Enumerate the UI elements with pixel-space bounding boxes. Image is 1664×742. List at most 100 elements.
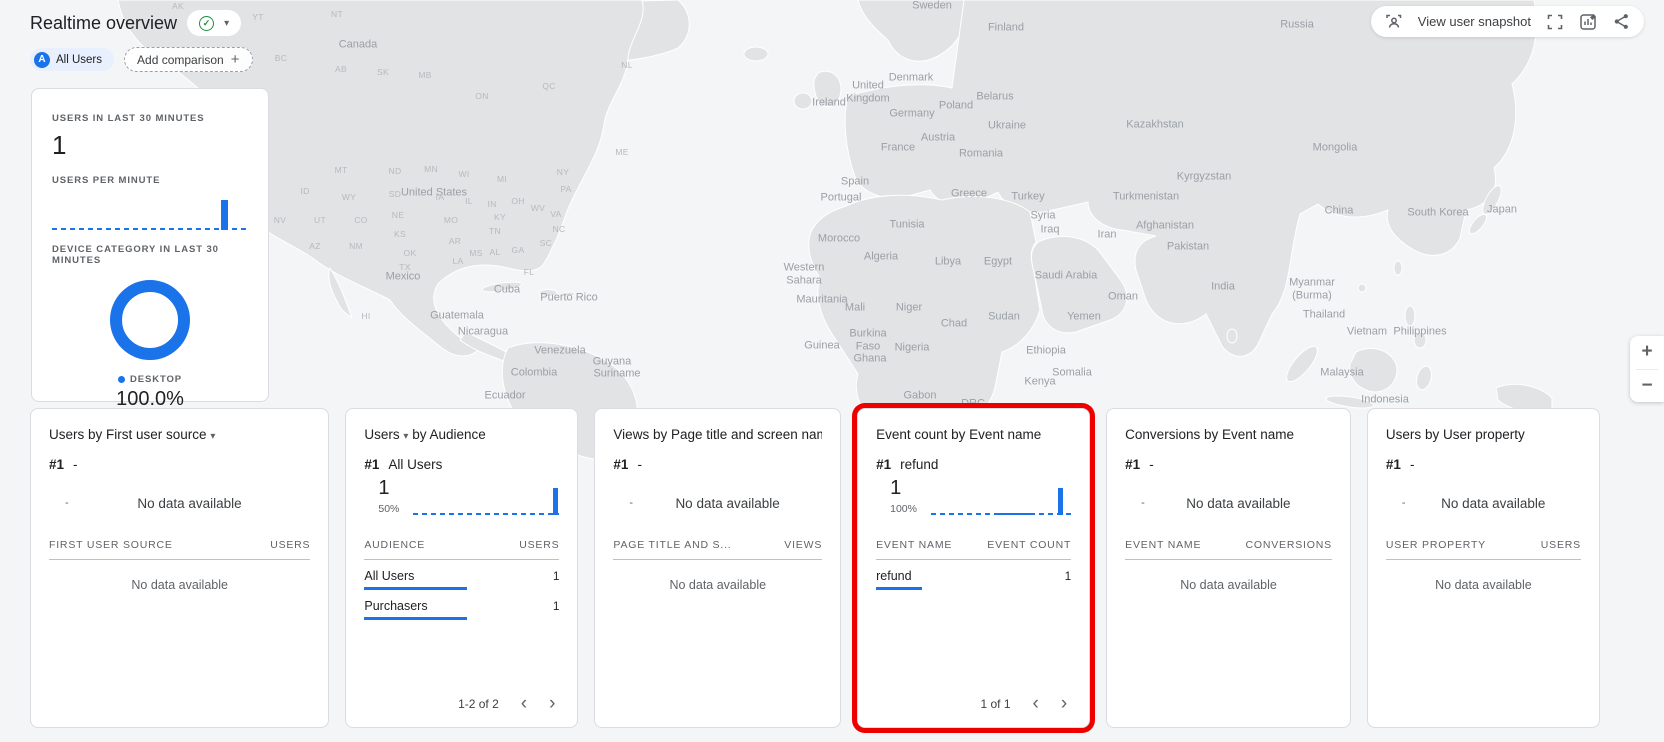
share-icon[interactable] (1612, 13, 1630, 31)
rank-value: - (1409, 457, 1415, 472)
card-users-by-first-user-source: Users by First user source ▾ #1- - No da… (30, 408, 330, 728)
chevron-down-icon: ▾ (224, 17, 230, 29)
table-no-data: No data available (669, 578, 767, 592)
column-header-dimension: AUDIENCE (364, 539, 426, 551)
no-data-message: No data available (1186, 495, 1291, 511)
card-views-by-page-title: Views by Page title and screen name #1- … (594, 408, 842, 728)
empty-value-dash: - (1401, 497, 1406, 509)
card-title[interactable]: Conversions by Event name (1125, 427, 1332, 442)
column-header-metric: CONVERSIONS (1245, 539, 1332, 551)
map-zoom-divider (1636, 368, 1658, 370)
map-zoom-control: + − (1630, 336, 1664, 402)
no-data-message: No data available (675, 495, 780, 511)
row-dimension-value: Purchasers (364, 599, 468, 620)
users-30min-label: USERS IN LAST 30 MINUTES (52, 113, 205, 124)
users-per-minute-label: USERS PER MINUTE (52, 175, 161, 186)
row-bar (364, 617, 468, 620)
pagination-label: 1 of 1 (980, 697, 1011, 711)
row-dimension-value: All Users (364, 569, 468, 590)
map-zoom-out-button[interactable]: − (1641, 374, 1653, 396)
row-metric-value: 1 (553, 601, 560, 613)
column-header-dimension: EVENT NAME (1125, 539, 1202, 551)
card-title[interactable]: Users ▾ by Audience (364, 427, 486, 442)
rank-label: #1 (613, 457, 629, 472)
card-title[interactable]: Users by User property (1385, 427, 1581, 442)
row-bar (364, 587, 468, 590)
column-header-dimension: EVENT NAME (876, 539, 953, 551)
column-header-dimension: FIRST USER SOURCE (49, 539, 173, 551)
column-header-metric: VIEWS (784, 539, 823, 551)
desktop-percentage: 100.0% (116, 388, 184, 410)
top-item-percent: 50% (378, 503, 400, 515)
sparkline-baseline (52, 228, 248, 230)
realtime-cards-row: Users by First user source ▾ #1- - No da… (30, 408, 1600, 728)
plus-icon: + (230, 51, 240, 68)
fullscreen-icon[interactable] (1546, 13, 1564, 31)
column-header-metric: EVENT COUNT (987, 539, 1072, 551)
sparkline-bar (220, 200, 228, 230)
sparkline-bar (552, 488, 558, 515)
chevron-down-icon: ▾ (403, 431, 409, 442)
audience-avatar: A (34, 51, 50, 68)
next-page-button[interactable]: › (549, 693, 556, 714)
row-metric-value: 1 (1064, 571, 1072, 583)
device-category-label: DEVICE CATEGORY IN LAST 30 MINUTES (52, 244, 219, 266)
sparkline-baseline (413, 513, 560, 515)
user-snapshot-icon[interactable] (1385, 13, 1403, 31)
empty-value-dash: - (1141, 497, 1145, 509)
map-zoom-in-button[interactable]: + (1641, 341, 1653, 363)
card-users-by-audience: Users ▾ by Audience #1 All Users 1 50% AU… (345, 408, 579, 728)
desktop-legend-label: DESKTOP (129, 374, 183, 385)
column-header-dimension: USER PROPERTY (1385, 539, 1486, 551)
card-title[interactable]: Users by First user source ▾ (49, 427, 310, 442)
card-sparkline (930, 487, 1072, 515)
table-row: Purchasers 1 (364, 590, 559, 620)
no-data-message: No data available (137, 495, 242, 511)
top-item-value: 1 (890, 477, 902, 499)
next-page-button[interactable]: › (1060, 693, 1068, 714)
card-conversions-by-event-name: Conversions by Event name #1- - No data … (1106, 408, 1351, 728)
top-item-value: 1 (378, 477, 390, 499)
page-title: Realtime overview (30, 12, 178, 33)
rank-label: #1 (364, 457, 380, 472)
table-row: refund 1 (876, 560, 1071, 590)
rank-label: #1 (49, 457, 65, 472)
card-title[interactable]: Views by Page title and screen name (613, 427, 822, 442)
no-data-message: No data available (1441, 495, 1546, 511)
rank-value: All Users (388, 457, 443, 472)
column-header-metric: USERS (1540, 539, 1581, 551)
users-per-minute-sparkline (52, 196, 248, 230)
all-users-chip-label: All Users (56, 53, 103, 66)
rank-label: #1 (1385, 457, 1401, 472)
rank-value: refund (900, 457, 939, 472)
card-sparkline (413, 487, 560, 515)
realtime-summary-card: USERS IN LAST 30 MINUTES 1 USERS PER MIN… (31, 88, 269, 410)
top-item-percent: 100% (890, 503, 917, 515)
rank-value: - (637, 457, 642, 472)
table-no-data: No data available (1180, 578, 1277, 592)
pagination-label: 1-2 of 2 (458, 697, 499, 711)
report-status-pill[interactable]: ✓ ▾ (187, 10, 242, 36)
view-user-snapshot-label[interactable]: View user snapshot (1417, 14, 1531, 29)
users-30min-value: 1 (52, 130, 67, 160)
all-users-chip[interactable]: A All Users (30, 48, 115, 71)
prev-page-button[interactable]: ‹ (520, 693, 528, 714)
row-dimension-value: refund (876, 569, 923, 590)
table-no-data: No data available (1435, 578, 1532, 592)
card-title[interactable]: Event count by Event name (876, 427, 1071, 442)
add-comparison-label: Add comparison (137, 52, 224, 67)
rank-label: #1 (876, 457, 892, 472)
table-row: All Users 1 (364, 560, 559, 590)
prev-page-button[interactable]: ‹ (1032, 693, 1039, 714)
rank-value: - (73, 457, 78, 472)
add-comparison-button[interactable]: Add comparison + (124, 47, 253, 72)
sparkline-bar (1057, 488, 1063, 515)
device-category-donut-chart (110, 280, 190, 360)
row-bar (876, 587, 923, 590)
table-no-data: No data available (131, 578, 228, 592)
rank-value: - (1149, 457, 1154, 472)
customize-report-icon[interactable] (1579, 13, 1597, 31)
row-metric-value: 1 (553, 571, 560, 583)
empty-value-dash: - (629, 497, 634, 509)
rank-label: #1 (1125, 457, 1141, 472)
